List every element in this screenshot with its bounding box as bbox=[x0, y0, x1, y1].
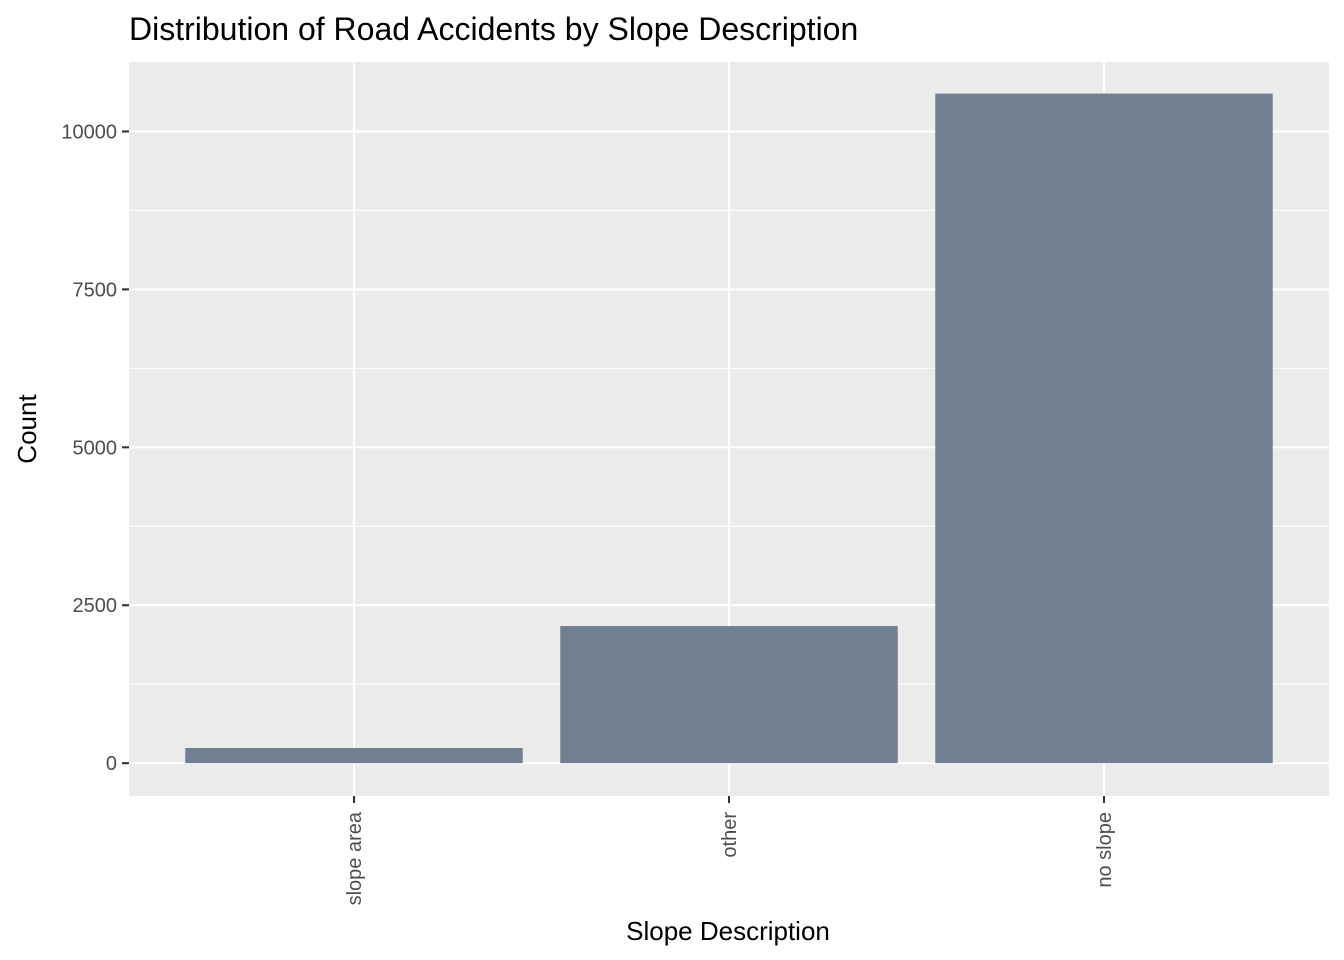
y-axis: 0 2500 5000 7500 10000 bbox=[61, 121, 129, 775]
y-tick-label: 10000 bbox=[61, 121, 117, 143]
bar-slope-area bbox=[185, 747, 523, 764]
x-tick-label: other bbox=[719, 812, 741, 858]
x-tick-label: no slope bbox=[1094, 812, 1116, 888]
x-axis-title: Slope Description bbox=[626, 916, 830, 946]
chart-title: Distribution of Road Accidents by Slope … bbox=[129, 11, 858, 47]
y-tick-label: 2500 bbox=[73, 595, 118, 617]
x-axis: slope area other no slope bbox=[344, 796, 1116, 905]
bars bbox=[185, 93, 1273, 764]
y-tick-label: 5000 bbox=[73, 437, 118, 459]
bar-other bbox=[560, 626, 898, 764]
bar-no-slope bbox=[935, 93, 1273, 764]
y-tick-label: 0 bbox=[106, 753, 117, 775]
y-tick-label: 7500 bbox=[73, 279, 118, 301]
x-tick-label: slope area bbox=[344, 811, 366, 905]
y-axis-title: Count bbox=[12, 394, 42, 464]
